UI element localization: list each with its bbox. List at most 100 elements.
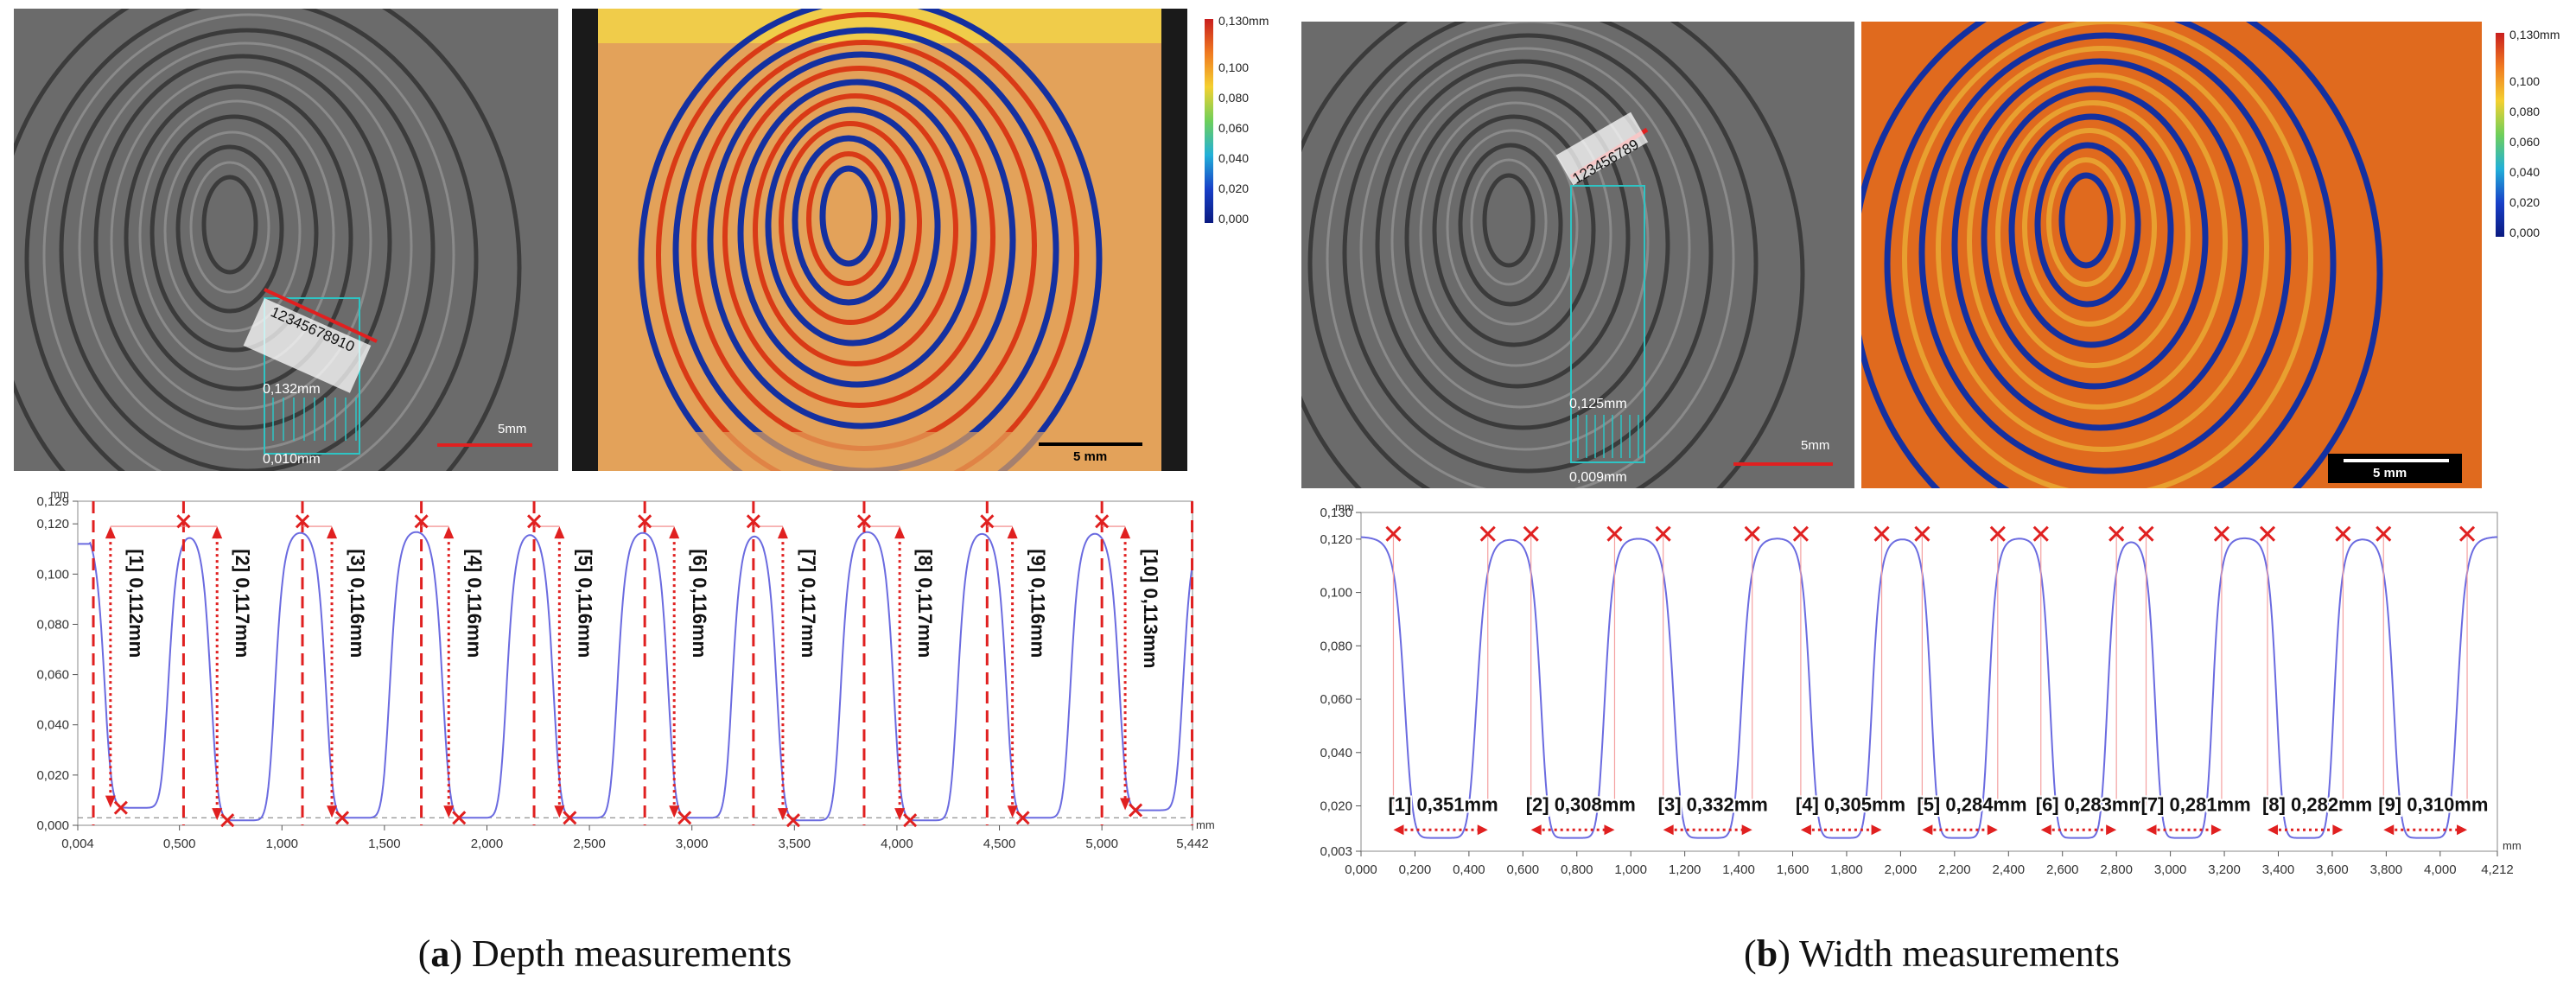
ridge-marker [980,514,995,529]
plot-frame [1360,512,2498,852]
x-tick-label: 1,000 [265,837,298,851]
x-tick-label: 0,500 [163,837,196,851]
depth-arrow-head-bottom [554,805,565,818]
measurement-label: [8] 0,117mm [914,549,936,658]
x-axis-unit: mm [1196,818,1215,831]
edge-marker [1655,525,1671,542]
caption-letter-b: b [1756,932,1778,975]
x-tick-label: 4,000 [2424,862,2457,877]
fingerprint-heatmap-a: 5 mm [572,9,1187,471]
plot-frame [77,500,1193,826]
x-axis-unit: mm [2503,839,2522,852]
width-arrow-head-left [1922,824,1933,836]
x-tick-label: 1,600 [1777,862,1810,877]
depth-arrow-head-top [777,526,788,539]
y-tick-label: 0,120 [1320,532,1352,547]
valley-marker [563,811,577,825]
edge-marker [1606,525,1623,542]
y-axis-unit: mm [1335,500,1354,513]
heatmap-ridges-b [1861,22,2482,488]
edge-marker [1914,525,1930,542]
x-tick-label: 4,000 [881,837,913,851]
width-arrow-head-left [1530,824,1542,836]
width-arrow-head-right [2332,824,2344,836]
measurement-label: [2] 0,117mm [232,549,253,658]
ridge-marker [856,514,872,529]
colorbar-label-a-6: 0,000 [1218,212,1250,226]
depth-arrow-head-bottom [777,808,788,821]
colorbar-label-a-4: 0,040 [1218,151,1250,165]
y-tick-label: 0,100 [36,567,69,582]
x-tick-label: 2,500 [573,837,606,851]
edge-marker [2138,525,2154,542]
valley-marker [677,811,692,825]
y-tick-label: 0,020 [1320,799,1352,814]
y-tick-label: 0,040 [1320,746,1352,760]
x-tick-label: 5,442 [1176,837,1209,851]
ridge-marker [176,514,191,529]
measurement-label: [7] 0,281mm [2141,794,2251,816]
x-tick-label: 2,200 [1938,862,1971,877]
caption-text-a: Depth measurements [472,932,792,975]
x-tick-label: 3,000 [676,837,709,851]
edge-marker [1744,525,1760,542]
x-tick-label: 3,200 [2208,862,2241,877]
fingerprint-gray-image-a: 12345678910 0,132mm 0,010mm 5mm [14,9,558,471]
width-arrow-head-right [1604,824,1615,836]
top-value-b: 0,125mm [1569,397,1627,411]
colorbar-label-b-3: 0,060 [2509,135,2541,149]
colorbar-label-b-0: 0,130mm [2509,28,2560,41]
measurement-label: [6] 0,283mm [2036,794,2146,816]
valley-marker [786,813,800,828]
fingerprint-heatmap-b: 5 mm [1861,22,2482,488]
fingerprint-ridges-b: 123456789 0,125mm 0,009mm [1301,22,1833,488]
y-tick-label: 0,003 [1320,844,1352,859]
y-tick-label: 0,100 [1320,586,1352,601]
width-arrow-head-left [2040,824,2051,836]
x-tick-label: 1,500 [368,837,401,851]
width-arrow-head-left [2146,824,2157,836]
depth-arrow-head-bottom [327,805,338,818]
x-tick-label: 0,200 [1399,862,1432,877]
valley-marker [1015,811,1030,825]
caption-text-b: Width measurements [1799,932,2120,975]
width-arrow-head-right [2106,824,2117,836]
top-value-a: 0,132mm [263,382,321,397]
depth-arrow-head-bottom [1007,805,1018,818]
colorbar-label-b-6: 0,000 [2509,226,2541,239]
x-tick-label: 2,000 [1885,862,1918,877]
depth-arrow-head-top [1120,526,1131,539]
valley-marker [1129,803,1143,818]
x-tick-label: 0,800 [1561,862,1593,877]
depth-arrow-head-top [669,526,680,539]
x-tick-label: 1,800 [1830,862,1863,877]
valley-marker [220,813,235,828]
measurement-label: [6] 0,116mm [689,549,710,658]
depth-arrow-head-top [894,526,906,539]
x-tick-label: 3,800 [2370,862,2403,877]
depth-arrow-head-top [327,526,338,539]
x-tick-label: 0,004 [61,837,94,851]
depth-chart: 0,000 0,020 0,040 0,060 0,080 0,100 0,120 0,129… [36,487,1215,851]
edge-marker [2109,525,2125,542]
x-tick-label: 0,400 [1453,862,1485,877]
depth-profile-line [78,531,1193,822]
x-tick-label: 0,600 [1507,862,1540,877]
measurement-label: [1] 0,112mm [125,549,147,658]
x-tick-label: 1,000 [1614,862,1647,877]
measurement-label: [3] 0,332mm [1658,794,1768,816]
y-tick-label: 0,130 [1320,506,1352,520]
valley-marker [452,811,467,825]
y-tick-label: 0,080 [36,617,69,632]
width-arrow-head-right [1477,824,1488,836]
colorbar-label-a-5: 0,020 [1218,181,1250,195]
ridge-marker [638,514,652,529]
colorbar-label-a-0: 0,130mm [1218,14,1269,28]
measurement-label: [5] 0,284mm [1917,794,2026,816]
x-tick-label: 2,000 [471,837,504,851]
bottom-value-b: 0,009mm [1569,470,1627,485]
panel-a: 12345678910 0,132mm 0,010mm 5mm [0,0,1269,999]
measurement-label: [10] 0,113mm [1140,549,1161,668]
depth-arrow-head-bottom [443,805,455,818]
x-tick-label: 0,000 [1345,862,1377,877]
